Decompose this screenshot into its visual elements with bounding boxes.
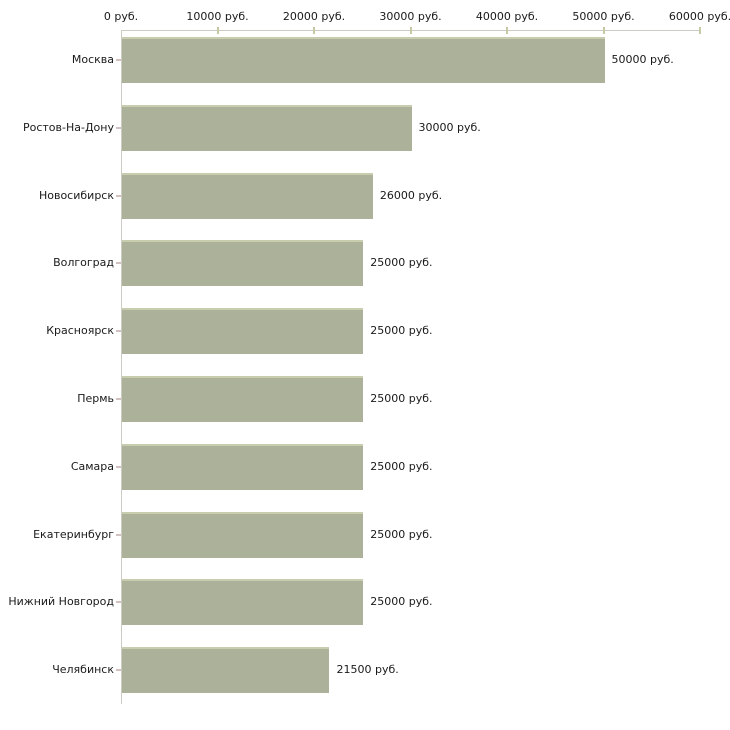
bar-value-label: 21500 руб. [336,663,399,677]
category-label: Нижний Новгород [8,595,114,609]
category-label: Красноярск [46,324,114,338]
x-axis-tick-label: 20000 руб. [282,10,346,23]
bar-value-label: 30000 руб. [418,120,481,134]
x-axis-tick-label: 60000 руб. [668,10,730,23]
y-axis-tick-mark [116,669,121,672]
y-axis-tick-mark [116,533,121,536]
x-axis-tick-mark [602,27,605,34]
x-axis-tick-mark [313,27,315,34]
bar-value-label: 25000 руб. [370,527,433,541]
bar [122,579,364,626]
category-label: Новосибирск [38,188,114,202]
category-label: Челябинск [52,663,114,677]
bar [122,308,364,355]
bar [122,511,364,558]
y-axis-tick-mark [116,126,121,129]
category-label: Екатеринбург [33,527,114,541]
y-axis-tick-mark [116,59,121,61]
category-label: Москва [71,53,114,66]
x-axis-tick-mark [409,27,412,34]
category-label: Волгоград [53,256,114,270]
x-axis-tick-label: 50000 руб. [572,10,635,23]
bar [122,240,364,287]
category-label: Пермь [77,392,114,405]
x-axis-tick-label: 10000 руб. [186,10,249,23]
bar-value-label: 25000 руб. [370,459,433,473]
bar [122,647,330,694]
x-axis-tick-mark [699,27,701,34]
x-axis-tick-mark [216,27,219,34]
y-axis-line [121,30,122,704]
bar-value-label: 50000 руб. [611,53,674,66]
y-axis-tick-mark [116,465,121,468]
x-axis-tick-label: 40000 руб. [475,10,539,23]
bar-value-label: 25000 руб. [370,324,433,338]
y-axis-tick-mark [116,398,121,400]
y-axis-tick-mark [116,330,121,333]
category-label: Ростов-На-Дону [22,120,114,134]
category-label: Самара [70,459,114,473]
bar [122,172,373,219]
bar [122,37,605,83]
bar-value-label: 25000 руб. [370,392,433,405]
bar [122,376,364,422]
bar [122,443,364,490]
x-axis-tick-label: 30000 руб. [379,10,442,23]
bar-value-label: 26000 руб. [379,188,443,202]
x-axis-tick-label: 0 руб. [103,10,139,23]
y-axis-tick-mark [116,262,121,265]
bar-value-label: 25000 руб. [370,595,433,609]
bar-value-label: 25000 руб. [370,256,433,270]
y-axis-tick-mark [116,194,121,197]
x-axis-tick-mark [506,27,508,34]
bar [122,104,412,151]
y-axis-tick-mark [116,601,121,604]
